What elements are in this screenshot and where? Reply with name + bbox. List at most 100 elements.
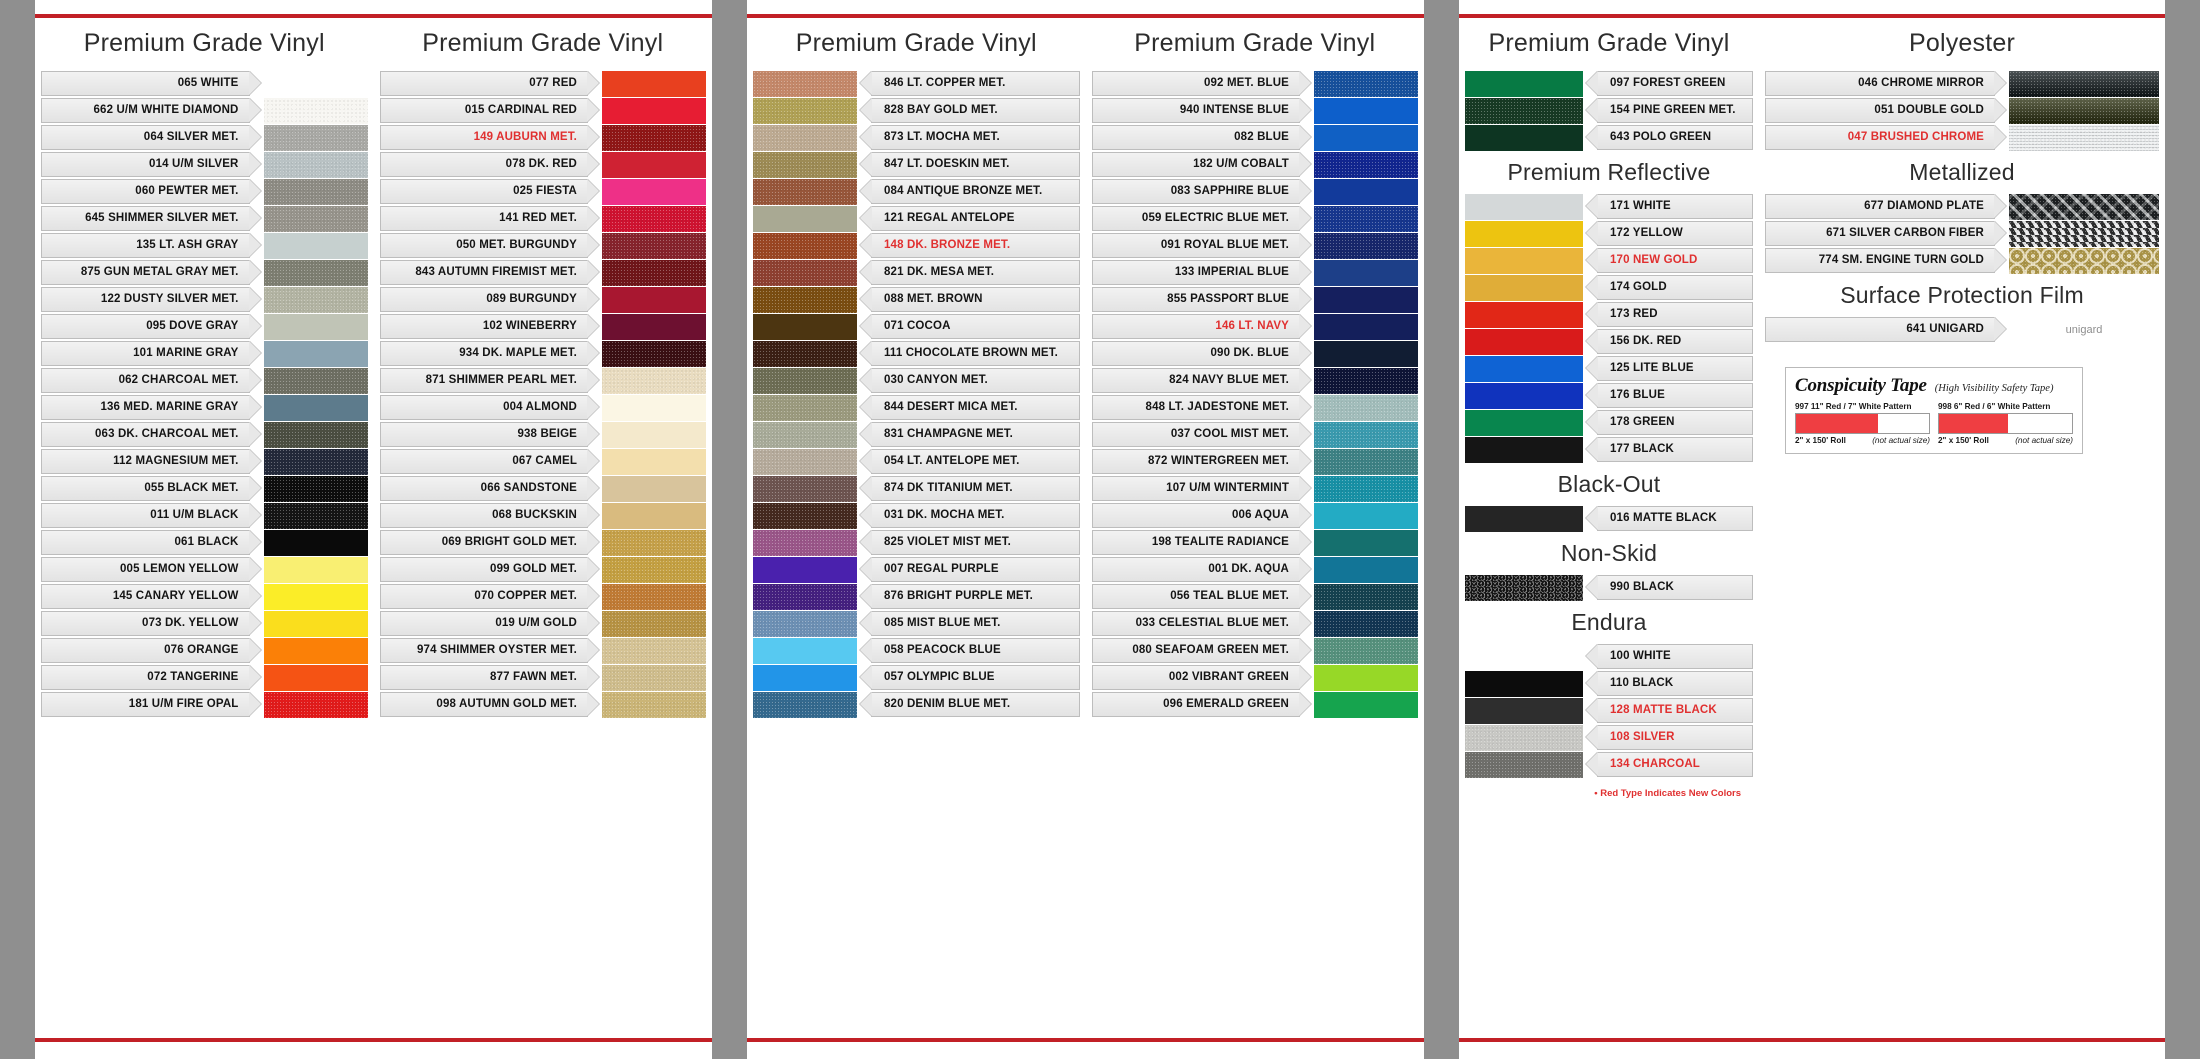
color-row[interactable]: 974 SHIMMER OYSTER MET. — [379, 637, 706, 664]
color-row[interactable]: 007 REGAL PURPLE — [753, 556, 1080, 583]
color-label-plate[interactable]: 084 ANTIQUE BRONZE MET. — [871, 179, 1080, 204]
color-label-plate[interactable]: 054 LT. ANTELOPE MET. — [871, 449, 1080, 474]
color-label-plate[interactable]: 677 DIAMOND PLATE — [1765, 194, 1996, 219]
color-label-plate[interactable]: 096 EMERALD GREEN — [1091, 692, 1300, 717]
color-row[interactable]: 176 BLUE — [1465, 382, 1753, 409]
color-label-plate[interactable]: 182 U/M COBALT — [1091, 152, 1300, 177]
color-label-plate[interactable]: 872 WINTERGREEN MET. — [1091, 449, 1300, 474]
color-row[interactable]: 677 DIAMOND PLATE — [1765, 193, 2160, 220]
color-row[interactable]: 019 U/M GOLD — [379, 610, 706, 637]
color-label-plate[interactable]: 662 U/M WHITE DIAMOND — [41, 98, 250, 123]
color-label-plate[interactable]: 016 MATTE BLACK — [1597, 506, 1753, 531]
color-label-plate[interactable]: 643 POLO GREEN — [1597, 125, 1753, 150]
color-row[interactable]: 149 AUBURN MET. — [379, 124, 706, 151]
color-label-plate[interactable]: 064 SILVER MET. — [41, 125, 250, 150]
color-label-plate[interactable]: 005 LEMON YELLOW — [41, 557, 250, 582]
color-row[interactable]: 136 MED. MARINE GRAY — [41, 394, 368, 421]
color-row[interactable]: 001 DK. AQUA — [1091, 556, 1418, 583]
color-row[interactable]: 078 DK. RED — [379, 151, 706, 178]
color-label-plate[interactable]: 843 AUTUMN FIREMIST MET. — [379, 260, 588, 285]
color-row[interactable]: 058 PEACOCK BLUE — [753, 637, 1080, 664]
color-row[interactable]: 108 SILVER — [1465, 724, 1753, 751]
color-row[interactable]: 156 DK. RED — [1465, 328, 1753, 355]
color-label-plate[interactable]: 015 CARDINAL RED — [379, 98, 588, 123]
color-label-plate[interactable]: 121 REGAL ANTELOPE — [871, 206, 1080, 231]
color-row[interactable]: 828 BAY GOLD MET. — [753, 97, 1080, 124]
color-label-plate[interactable]: 876 BRIGHT PURPLE MET. — [871, 584, 1080, 609]
color-row[interactable]: 084 ANTIQUE BRONZE MET. — [753, 178, 1080, 205]
color-row[interactable]: 063 DK. CHARCOAL MET. — [41, 421, 368, 448]
color-label-plate[interactable]: 007 REGAL PURPLE — [871, 557, 1080, 582]
color-label-plate[interactable]: 990 BLACK — [1597, 575, 1753, 600]
color-row[interactable]: 090 DK. BLUE — [1091, 340, 1418, 367]
color-row[interactable]: 170 NEW GOLD — [1465, 247, 1753, 274]
color-label-plate[interactable]: 059 ELECTRIC BLUE MET. — [1091, 206, 1300, 231]
color-label-plate[interactable]: 875 GUN METAL GRAY MET. — [41, 260, 250, 285]
color-row[interactable]: 645 SHIMMER SILVER MET. — [41, 205, 368, 232]
color-label-plate[interactable]: 065 WHITE — [41, 71, 250, 96]
color-row[interactable]: 172 YELLOW — [1465, 220, 1753, 247]
color-label-plate[interactable]: 181 U/M FIRE OPAL — [41, 692, 250, 717]
color-row[interactable]: 046 CHROME MIRROR — [1765, 70, 2160, 97]
color-label-plate[interactable]: 082 BLUE — [1091, 125, 1300, 150]
color-label-plate[interactable]: 089 BURGUNDY — [379, 287, 588, 312]
color-label-plate[interactable]: 014 U/M SILVER — [41, 152, 250, 177]
color-row[interactable]: 876 BRIGHT PURPLE MET. — [753, 583, 1080, 610]
color-row[interactable]: 066 SANDSTONE — [379, 475, 706, 502]
color-label-plate[interactable]: 056 TEAL BLUE MET. — [1091, 584, 1300, 609]
color-label-plate[interactable]: 177 BLACK — [1597, 437, 1753, 462]
color-label-plate[interactable]: 148 DK. BRONZE MET. — [871, 233, 1080, 258]
color-row[interactable]: 135 LT. ASH GRAY — [41, 232, 368, 259]
color-label-plate[interactable]: 122 DUSTY SILVER MET. — [41, 287, 250, 312]
color-row[interactable]: 047 BRUSHED CHROME — [1765, 124, 2160, 151]
color-row[interactable]: 110 BLACK — [1465, 670, 1753, 697]
color-row[interactable]: 076 ORANGE — [41, 637, 368, 664]
color-row[interactable]: 070 COPPER MET. — [379, 583, 706, 610]
color-row[interactable]: 820 DENIM BLUE MET. — [753, 691, 1080, 718]
color-row[interactable]: 178 GREEN — [1465, 409, 1753, 436]
color-label-plate[interactable]: 146 LT. NAVY — [1091, 314, 1300, 339]
color-label-plate[interactable]: 873 LT. MOCHA MET. — [871, 125, 1080, 150]
color-row[interactable]: 671 SILVER CARBON FIBER — [1765, 220, 2160, 247]
color-row[interactable]: 031 DK. MOCHA MET. — [753, 502, 1080, 529]
color-label-plate[interactable]: 047 BRUSHED CHROME — [1765, 125, 1996, 150]
color-row[interactable]: 033 CELESTIAL BLUE MET. — [1091, 610, 1418, 637]
color-label-plate[interactable]: 025 FIESTA — [379, 179, 588, 204]
color-label-plate[interactable]: 067 CAMEL — [379, 449, 588, 474]
color-row[interactable]: 095 DOVE GRAY — [41, 313, 368, 340]
color-label-plate[interactable]: 030 CANYON MET. — [871, 368, 1080, 393]
color-row[interactable]: 061 BLACK — [41, 529, 368, 556]
color-row[interactable]: 824 NAVY BLUE MET. — [1091, 367, 1418, 394]
color-label-plate[interactable]: 001 DK. AQUA — [1091, 557, 1300, 582]
color-label-plate[interactable]: 031 DK. MOCHA MET. — [871, 503, 1080, 528]
color-row[interactable]: 064 SILVER MET. — [41, 124, 368, 151]
color-row[interactable]: 097 FOREST GREEN — [1465, 70, 1753, 97]
color-label-plate[interactable]: 145 CANARY YELLOW — [41, 584, 250, 609]
color-label-plate[interactable]: 083 SAPPHIRE BLUE — [1091, 179, 1300, 204]
color-label-plate[interactable]: 019 U/M GOLD — [379, 611, 588, 636]
color-label-plate[interactable]: 174 GOLD — [1597, 275, 1753, 300]
color-label-plate[interactable]: 134 CHARCOAL — [1597, 752, 1753, 777]
color-label-plate[interactable]: 831 CHAMPAGNE MET. — [871, 422, 1080, 447]
color-row[interactable]: 050 MET. BURGUNDY — [379, 232, 706, 259]
color-label-plate[interactable]: 141 RED MET. — [379, 206, 588, 231]
color-row[interactable]: 092 MET. BLUE — [1091, 70, 1418, 97]
color-row[interactable]: 848 LT. JADESTONE MET. — [1091, 394, 1418, 421]
color-row[interactable]: 844 DESERT MICA MET. — [753, 394, 1080, 421]
color-row[interactable]: 099 GOLD MET. — [379, 556, 706, 583]
color-row[interactable]: 002 VIBRANT GREEN — [1091, 664, 1418, 691]
color-label-plate[interactable]: 848 LT. JADESTONE MET. — [1091, 395, 1300, 420]
color-row[interactable]: 641 UNIGARD unigard — [1765, 316, 2160, 343]
color-row[interactable]: 006 AQUA — [1091, 502, 1418, 529]
color-row[interactable]: 056 TEAL BLUE MET. — [1091, 583, 1418, 610]
color-label-plate[interactable]: 135 LT. ASH GRAY — [41, 233, 250, 258]
color-label-plate[interactable]: 844 DESERT MICA MET. — [871, 395, 1080, 420]
color-row[interactable]: 011 U/M BLACK — [41, 502, 368, 529]
color-row[interactable]: 877 FAWN MET. — [379, 664, 706, 691]
color-label-plate[interactable]: 874 DK TITANIUM MET. — [871, 476, 1080, 501]
color-row[interactable]: 145 CANARY YELLOW — [41, 583, 368, 610]
color-row[interactable]: 121 REGAL ANTELOPE — [753, 205, 1080, 232]
color-row[interactable]: 096 EMERALD GREEN — [1091, 691, 1418, 718]
color-label-plate[interactable]: 110 BLACK — [1597, 671, 1753, 696]
color-row[interactable]: 025 FIESTA — [379, 178, 706, 205]
